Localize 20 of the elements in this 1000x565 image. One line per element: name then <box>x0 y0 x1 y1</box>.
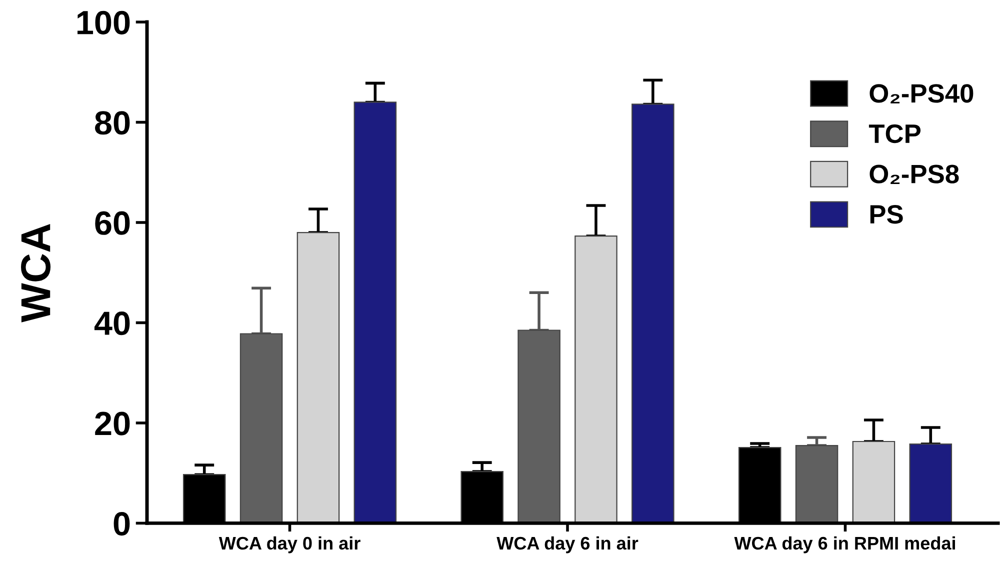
legend-label: O₂-PS40 <box>870 84 974 104</box>
y-tick-label: 100 <box>78 10 130 34</box>
x-tick-label: WCA day 0 in air <box>218 536 360 554</box>
legend-label: TCP <box>868 124 921 144</box>
y-tick-label: 80 <box>95 111 130 135</box>
x-tick-label: WCA day 6 in air <box>496 536 638 554</box>
x-tick-label: WCA day 6 in RPMI medai <box>734 536 955 554</box>
bar <box>296 232 340 524</box>
bar <box>574 235 618 524</box>
y-axis-title: WCA <box>21 224 51 322</box>
bar <box>909 443 952 524</box>
bar <box>852 440 896 524</box>
bar <box>354 102 397 524</box>
y-tick-label: 20 <box>95 412 130 436</box>
y-tick-label: 40 <box>94 312 130 336</box>
y-tick-label: 60 <box>95 211 130 235</box>
legend-label: PS <box>870 205 903 224</box>
legend-label: O₂-PS8 <box>870 164 959 184</box>
y-tick-label: 0 <box>114 512 130 536</box>
bar <box>632 104 674 524</box>
